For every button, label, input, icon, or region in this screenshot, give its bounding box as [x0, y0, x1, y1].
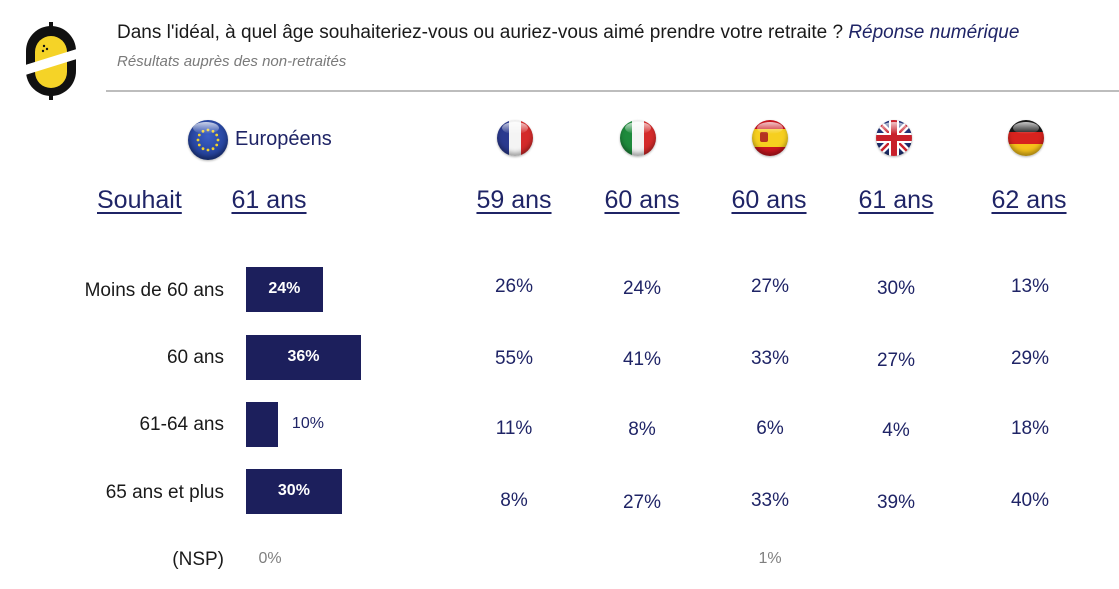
france-flag-icon: [497, 120, 533, 156]
question-title: Dans l'idéal, à quel âge souhaiteriez-vo…: [117, 22, 1019, 44]
europe-bar: [246, 402, 278, 447]
souhait-spain: 60 ans: [731, 186, 807, 214]
italy-flag-icon: [620, 120, 656, 156]
cell-italy: 24%: [622, 278, 662, 299]
europe-bar-label: 24%: [268, 280, 301, 297]
cell-italy: 41%: [622, 349, 662, 370]
europe-bar-label: 30%: [277, 482, 310, 499]
cell-germany: 18%: [1010, 418, 1050, 439]
cell-italy: 8%: [628, 419, 656, 440]
uk-flag-icon: [876, 120, 912, 156]
cell-spain-nsp: 1%: [758, 550, 782, 567]
header-divider: [106, 90, 1119, 92]
cell-france: 11%: [495, 418, 533, 439]
row-label: 61-64 ans: [139, 414, 224, 435]
europe-label: Européens: [235, 128, 332, 150]
cell-germany: 40%: [1010, 490, 1050, 511]
row-label: Moins de 60 ans: [84, 280, 224, 301]
question-text: Dans l'idéal, à quel âge souhaiteriez-vo…: [117, 22, 844, 43]
europe-bar-label: 36%: [287, 348, 320, 365]
subtitle: Résultats auprès des non-retraités: [117, 53, 347, 70]
cell-uk: 27%: [876, 350, 916, 371]
cell-germany: 29%: [1010, 348, 1050, 369]
souhait-germany: 62 ans: [991, 186, 1067, 214]
question-note: Réponse numérique: [848, 22, 1020, 43]
europe-bar: [246, 267, 323, 312]
cell-italy: 27%: [622, 492, 662, 513]
souhait-uk: 61 ans: [858, 186, 934, 214]
row-label: (NSP): [172, 549, 224, 570]
row-label: 60 ans: [166, 347, 224, 368]
europe-bar-label: 0%: [258, 550, 282, 567]
cell-france: 55%: [494, 348, 534, 369]
europe-bar: [246, 335, 361, 380]
row-label: 65 ans et plus: [105, 482, 224, 503]
europe-bar: [246, 469, 342, 514]
europe-bar-label: 10%: [291, 415, 324, 432]
cell-germany: 13%: [1010, 276, 1050, 297]
spain-flag-icon: [752, 120, 788, 156]
germany-flag-icon: [1008, 120, 1044, 156]
cell-spain: 33%: [750, 348, 790, 369]
cell-spain: 6%: [756, 418, 784, 439]
cell-uk: 30%: [876, 278, 916, 299]
cell-france: 8%: [500, 490, 528, 511]
cell-spain: 33%: [750, 490, 790, 511]
souhait-france: 59 ans: [476, 186, 552, 214]
cell-spain: 27%: [750, 276, 790, 297]
cell-france: 26%: [494, 276, 534, 297]
cell-uk: 4%: [882, 420, 910, 441]
souhait-italy: 60 ans: [604, 186, 680, 214]
eu-flag-icon: [188, 120, 228, 160]
cell-uk: 39%: [876, 492, 916, 513]
brand-logo: [22, 22, 80, 100]
souhait-label: Souhait: [97, 186, 182, 214]
europe-souhait: 61 ans: [231, 186, 307, 214]
